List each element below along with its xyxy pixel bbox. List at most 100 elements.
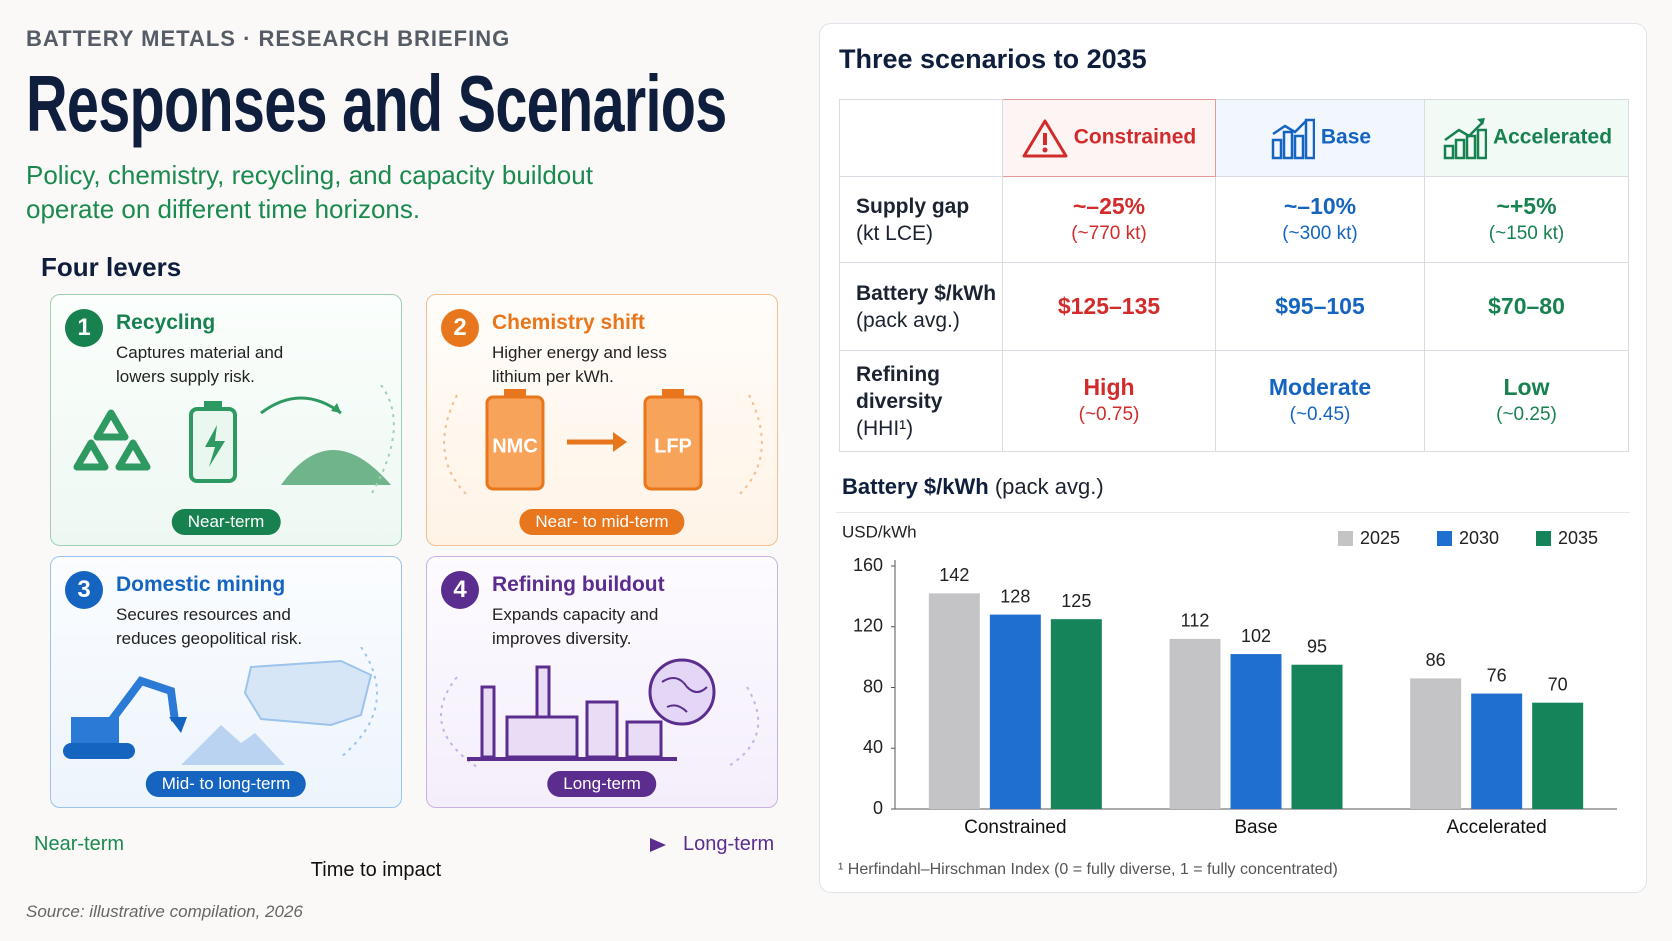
chart-title: Battery $/kWh (pack avg.) <box>842 474 1104 500</box>
legend-label: 2025 <box>1360 528 1400 548</box>
row-unit: (HHI¹) <box>856 416 914 440</box>
bar <box>1471 693 1523 809</box>
scenario-table: Constrained Base Accelerated Supply gap (… <box>839 99 1629 452</box>
cell-value: High <box>1083 374 1135 400</box>
lever-title: Recycling <box>116 311 216 334</box>
y-tick-label: 120 <box>853 616 883 636</box>
table-cell: $95–105 <box>1215 262 1425 351</box>
horizon-pill: Near- to mid-term <box>519 509 685 535</box>
table-cell: $70–80 <box>1424 262 1629 351</box>
table-row: Refining diversity (HHI¹) High (~0.75) Moder… <box>839 350 1629 452</box>
cell-value: $70–80 <box>1488 293 1565 319</box>
cell-note: (~150 kt) <box>1488 222 1565 244</box>
x-tick-label: Constrained <box>964 817 1066 838</box>
x-tick-label: Base <box>1234 817 1277 838</box>
column-name: Base <box>1320 125 1372 149</box>
y-tick-label: 80 <box>863 676 883 696</box>
legend-label: 2035 <box>1558 528 1598 548</box>
row-label-cell: Supply gap (kt LCE) <box>839 176 1003 263</box>
y-tick-label: 0 <box>873 798 883 818</box>
subtitle: Policy, chemistry, recycling, and capaci… <box>26 160 593 224</box>
column-header: Accelerated <box>1424 99 1629 177</box>
lever-number: 1 <box>65 309 103 347</box>
bar <box>1230 654 1282 809</box>
mining-icons <box>63 647 378 765</box>
value-label: 142 <box>939 565 969 585</box>
y-tick-label: 40 <box>863 737 883 757</box>
bar <box>1291 664 1343 809</box>
column-name: Constrained <box>1073 125 1197 149</box>
cell-value: ~–25% <box>1072 192 1146 219</box>
lever-card: 4 Refining buildout Expands capacity and… <box>426 556 778 808</box>
table-row: Supply gap (kt LCE) ~–25% (~770 kt) ~–10% (~3… <box>839 176 1629 263</box>
legend-swatch <box>1338 531 1353 546</box>
chart-title-main: Battery $/kWh <box>842 474 989 499</box>
row-unit: (pack avg.) <box>856 308 960 332</box>
legend-swatch <box>1437 531 1452 546</box>
value-label: 95 <box>1307 636 1327 656</box>
lever-description: Expands capacity and improves diversity. <box>492 605 659 648</box>
timeline-label: Time to impact <box>310 859 442 881</box>
base-icon <box>1271 118 1316 160</box>
chemistry-label: LFP <box>654 435 692 457</box>
y-axis-label: USD/kWh <box>842 522 917 541</box>
legend-swatch <box>1536 531 1551 546</box>
value-label: 102 <box>1241 626 1271 646</box>
x-tick-label: Accelerated <box>1446 817 1546 838</box>
lever-description: Secures resources and reduces geopolitic… <box>116 605 303 648</box>
levers-heading: Four levers <box>41 252 182 282</box>
bar <box>1050 619 1102 809</box>
cell-value: Moderate <box>1268 374 1372 400</box>
horizon-pill: Mid- to long-term <box>145 771 307 797</box>
table-row: Battery $/kWh (pack avg.) $125–135 $95–105 $… <box>839 262 1629 351</box>
table-cell: Moderate (~0.45) <box>1215 350 1425 452</box>
cell-value: $95–105 <box>1275 293 1365 319</box>
column-header: Base <box>1215 99 1425 177</box>
value-label: 128 <box>1000 586 1030 606</box>
cell-note: (~0.75) <box>1078 404 1140 425</box>
lever-title: Domestic mining <box>116 573 286 596</box>
kicker: BATTERY METALS · RESEARCH BRIEFING <box>26 26 511 51</box>
cell-note: (~0.45) <box>1289 404 1351 425</box>
timeline-end: Long-term <box>683 833 775 855</box>
bar <box>1169 638 1221 809</box>
value-label: 86 <box>1426 650 1446 670</box>
table-cell: ~–25% (~770 kt) <box>1002 176 1216 263</box>
bar <box>1410 678 1462 809</box>
row-label: Supply gap <box>856 194 970 218</box>
lever-card: 2 Chemistry shift Higher energy and less… <box>426 294 778 546</box>
lever-title: Chemistry shift <box>492 311 645 334</box>
source: Source: illustrative compilation, 2026 <box>26 902 303 921</box>
table-cell: ~+5% (~150 kt) <box>1424 176 1629 263</box>
scenario-title: Three scenarios to 2035 <box>839 44 1147 74</box>
row-label: Battery $/kWh <box>856 281 997 305</box>
recycling-icons <box>73 385 395 496</box>
horizon-pill: Near-term <box>171 509 281 535</box>
lever-number: 2 <box>441 309 479 347</box>
table-cell: ~–10% (~300 kt) <box>1215 176 1425 263</box>
value-label: 125 <box>1061 591 1091 611</box>
bar-chart: USD/kWh 0 40 80 120 160 2025 2030 2035 Constraine… <box>842 522 1617 838</box>
timeline-arrow <box>140 838 666 852</box>
chart-frame <box>836 512 1630 847</box>
row-unit: (kt LCE) <box>856 221 934 245</box>
column-name: Accelerated <box>1492 125 1613 149</box>
lever-number: 3 <box>65 571 103 609</box>
row-label: Refining diversity <box>856 362 943 413</box>
horizon-pill: Long-term <box>547 771 657 797</box>
y-tick-label: 160 <box>853 555 883 575</box>
lever-card: 1 Recycling Captures material and lowers… <box>50 294 402 546</box>
cell-value: ~+5% <box>1496 192 1557 219</box>
cell-value: $125–135 <box>1057 293 1161 319</box>
table-cell: High (~0.75) <box>1002 350 1216 452</box>
footnote: ¹ Herfindahl–Hirschman Index (0 = fully … <box>838 861 1338 878</box>
bar <box>989 614 1041 809</box>
cell-note: (~0.25) <box>1496 404 1557 425</box>
cell-note: (~770 kt) <box>1071 222 1147 244</box>
lever-number: 4 <box>441 571 479 609</box>
timeline-start: Near-term <box>34 833 125 855</box>
cell-value: ~–10% <box>1283 192 1357 219</box>
legend-label: 2030 <box>1459 528 1499 548</box>
lever-description: Captures material and lowers supply risk… <box>116 343 284 386</box>
